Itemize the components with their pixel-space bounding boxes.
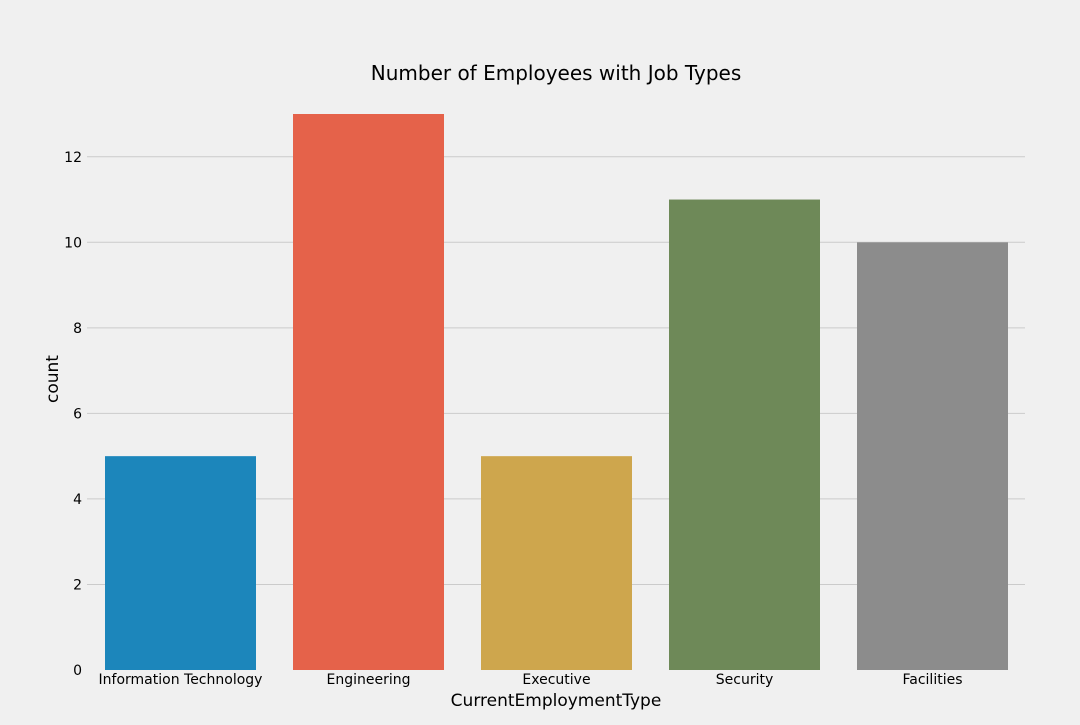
y-axis-label: count xyxy=(43,355,63,403)
x-axis-ticks: Information Technology Engineering Executi… xyxy=(99,672,963,688)
y-tick-label: 12 xyxy=(64,150,82,166)
bar-facilities xyxy=(857,242,1008,671)
bar-executive xyxy=(481,456,632,670)
bars xyxy=(105,114,1008,671)
x-tick-label: Information Technology xyxy=(99,672,263,688)
x-tick-label: Facilities xyxy=(903,672,963,688)
y-tick-label: 6 xyxy=(73,406,82,422)
y-tick-label: 8 xyxy=(73,321,82,337)
y-tick-label: 4 xyxy=(73,492,82,508)
bar-engineering xyxy=(293,114,444,670)
y-tick-label: 10 xyxy=(64,235,82,251)
x-tick-label: Engineering xyxy=(327,672,411,688)
y-axis-ticks: 0 2 4 6 8 10 12 xyxy=(64,150,82,679)
x-axis-label: CurrentEmploymentType xyxy=(451,691,662,711)
chart-title: Number of Employees with Job Types xyxy=(371,61,742,85)
x-tick-label: Security xyxy=(716,672,774,688)
y-tick-label: 0 xyxy=(73,663,82,679)
bar-security xyxy=(669,199,820,671)
x-tick-label: Executive xyxy=(522,672,590,688)
y-tick-label: 2 xyxy=(73,577,82,593)
bar-information-technology xyxy=(105,456,256,670)
